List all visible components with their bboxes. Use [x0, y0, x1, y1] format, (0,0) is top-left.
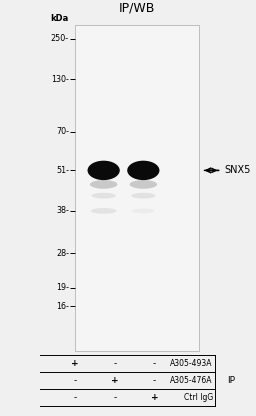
Ellipse shape — [92, 193, 116, 198]
Text: A305-493A: A305-493A — [170, 359, 213, 369]
Text: 38-: 38- — [56, 206, 69, 215]
Text: 70-: 70- — [56, 127, 69, 136]
Text: IP/WB: IP/WB — [119, 2, 155, 15]
Text: IP: IP — [227, 376, 236, 385]
Text: +: + — [151, 394, 158, 402]
Text: 16-: 16- — [56, 302, 69, 310]
Text: -: - — [73, 376, 77, 385]
Ellipse shape — [88, 161, 120, 180]
Ellipse shape — [131, 193, 155, 198]
Ellipse shape — [90, 180, 117, 189]
Text: kDa: kDa — [51, 14, 69, 23]
Text: 250-: 250- — [51, 35, 69, 43]
Text: A305-476A: A305-476A — [170, 376, 213, 385]
Ellipse shape — [132, 208, 155, 213]
Text: -: - — [73, 394, 77, 402]
Text: -: - — [113, 394, 116, 402]
Text: SNX5: SNX5 — [224, 166, 250, 176]
Text: +: + — [71, 359, 79, 369]
Text: +: + — [111, 376, 119, 385]
Text: Ctrl IgG: Ctrl IgG — [184, 394, 213, 402]
Text: 28-: 28- — [56, 249, 69, 258]
Text: -: - — [153, 359, 156, 369]
Text: 19-: 19- — [56, 283, 69, 292]
Text: 130-: 130- — [51, 75, 69, 84]
Text: 51-: 51- — [56, 166, 69, 175]
Text: -: - — [153, 376, 156, 385]
Bar — [75, 25, 199, 351]
Text: -: - — [113, 359, 116, 369]
Ellipse shape — [130, 180, 157, 189]
Ellipse shape — [127, 161, 159, 180]
Ellipse shape — [91, 208, 116, 214]
